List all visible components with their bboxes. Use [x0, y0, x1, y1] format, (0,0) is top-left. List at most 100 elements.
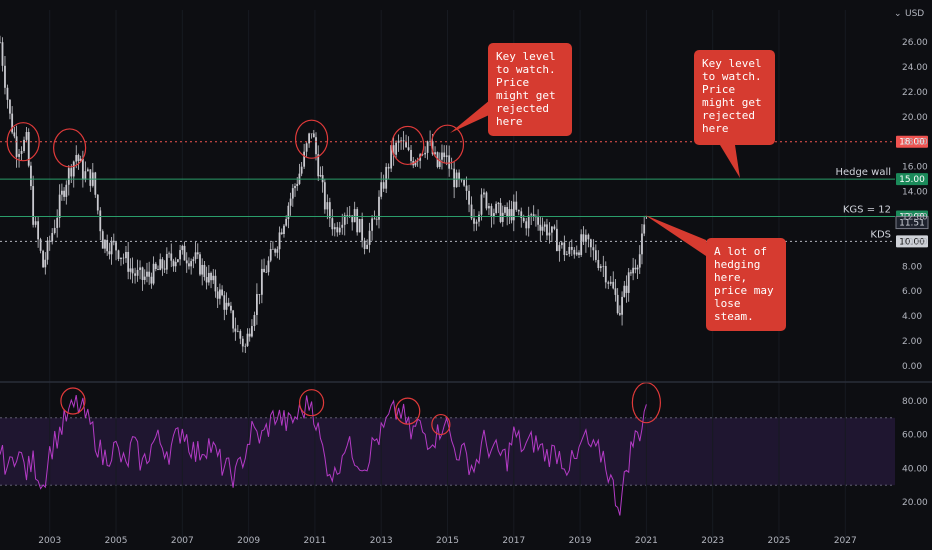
candle-body	[42, 250, 44, 268]
candle-body	[532, 214, 535, 217]
candle-body	[176, 259, 179, 262]
price-tick-label: 14.00	[902, 188, 928, 198]
candle-body	[143, 276, 146, 280]
candle-body	[575, 252, 578, 255]
candle-body	[421, 154, 424, 155]
candle-body	[560, 242, 563, 246]
callout-text-line: steam.	[714, 310, 754, 323]
candle-body	[627, 272, 630, 293]
callout-text-line: Key level	[496, 50, 556, 63]
candle-body	[470, 204, 473, 219]
callout-box	[694, 50, 775, 145]
x-tick-label: 2025	[768, 536, 791, 546]
candle-body	[543, 224, 546, 227]
candle-body	[548, 232, 551, 236]
candle-body	[453, 168, 456, 188]
candle-body	[589, 239, 592, 248]
candle-body	[225, 302, 228, 310]
rsi-tick-label: 80.00	[902, 397, 928, 407]
candle-body	[0, 42, 1, 43]
candle-body	[537, 217, 540, 225]
candle-body	[568, 246, 571, 255]
candle-body	[283, 225, 285, 234]
scale-settings-icon[interactable]: ⌄	[894, 9, 902, 19]
candle-body	[67, 168, 70, 185]
candle-body	[232, 310, 235, 329]
level-price-tag-text: 10.00	[899, 237, 925, 247]
candle-body	[458, 172, 461, 180]
candle-body	[460, 179, 463, 181]
candle-body	[179, 250, 182, 260]
candle-body	[570, 246, 573, 250]
candle-body	[597, 259, 600, 269]
candle-body	[236, 331, 239, 332]
candle-body	[551, 226, 553, 233]
highlight-circle	[53, 128, 87, 168]
candle-body	[112, 240, 115, 243]
candle-body	[110, 240, 113, 255]
candle-body	[616, 294, 619, 314]
candle-body	[255, 294, 258, 316]
candle-body	[131, 268, 134, 274]
candle-body	[9, 99, 11, 114]
candle-body	[599, 266, 602, 269]
candle-body	[221, 289, 223, 296]
candle-body	[27, 132, 30, 166]
callout-text-line: Key level	[702, 57, 762, 70]
candle-body	[1, 42, 4, 66]
candle-body	[194, 252, 197, 260]
candle-body	[317, 154, 320, 177]
candle-body	[13, 132, 16, 137]
candle-body	[578, 252, 580, 255]
candle-body	[139, 267, 141, 270]
candle-body	[227, 302, 230, 306]
callout-pointer	[450, 100, 500, 133]
candle-body	[582, 234, 585, 242]
candle-body	[234, 328, 237, 332]
highlight-circle	[294, 119, 329, 159]
candle-body	[30, 165, 32, 187]
candle-body	[450, 168, 453, 170]
currency-label: USD	[905, 9, 924, 19]
candle-body	[592, 247, 595, 251]
callout-text-line: might get	[702, 96, 762, 109]
candle-body	[506, 207, 509, 217]
candle-body	[75, 155, 78, 162]
candle-body	[443, 152, 446, 158]
candle-body	[609, 281, 612, 284]
callout-text-line: here	[496, 115, 523, 128]
candle-body	[60, 190, 63, 195]
candle-body	[407, 147, 410, 150]
circles-layer	[6, 119, 661, 436]
candle-body	[265, 272, 268, 273]
candle-body	[441, 152, 443, 160]
candle-body	[101, 231, 104, 249]
candle-body	[96, 194, 99, 211]
callout-text-line: here,	[714, 271, 747, 284]
candle-body	[641, 233, 643, 255]
candle-body	[170, 253, 173, 261]
candle-body	[241, 338, 244, 347]
candle-body	[161, 259, 164, 269]
candle-body	[375, 219, 378, 220]
candle-body	[115, 242, 117, 251]
candle-body	[465, 185, 468, 191]
candle-body	[192, 259, 195, 262]
candle-body	[303, 151, 306, 167]
candle-body	[89, 169, 92, 186]
candle-body	[356, 209, 359, 233]
candle-body	[390, 145, 393, 169]
callout-text-line: Price	[496, 76, 529, 89]
candle-body	[319, 175, 322, 177]
candle-body	[493, 213, 495, 218]
candle-body	[51, 233, 54, 242]
candle-body	[512, 201, 515, 221]
candle-body	[267, 260, 270, 273]
x-tick-label: 2017	[502, 536, 525, 546]
callout-pointer	[645, 215, 706, 256]
candle-body	[230, 305, 232, 311]
candle-body	[400, 140, 402, 142]
candle-body	[434, 152, 436, 155]
price-tick-label: 26.00	[902, 38, 928, 48]
